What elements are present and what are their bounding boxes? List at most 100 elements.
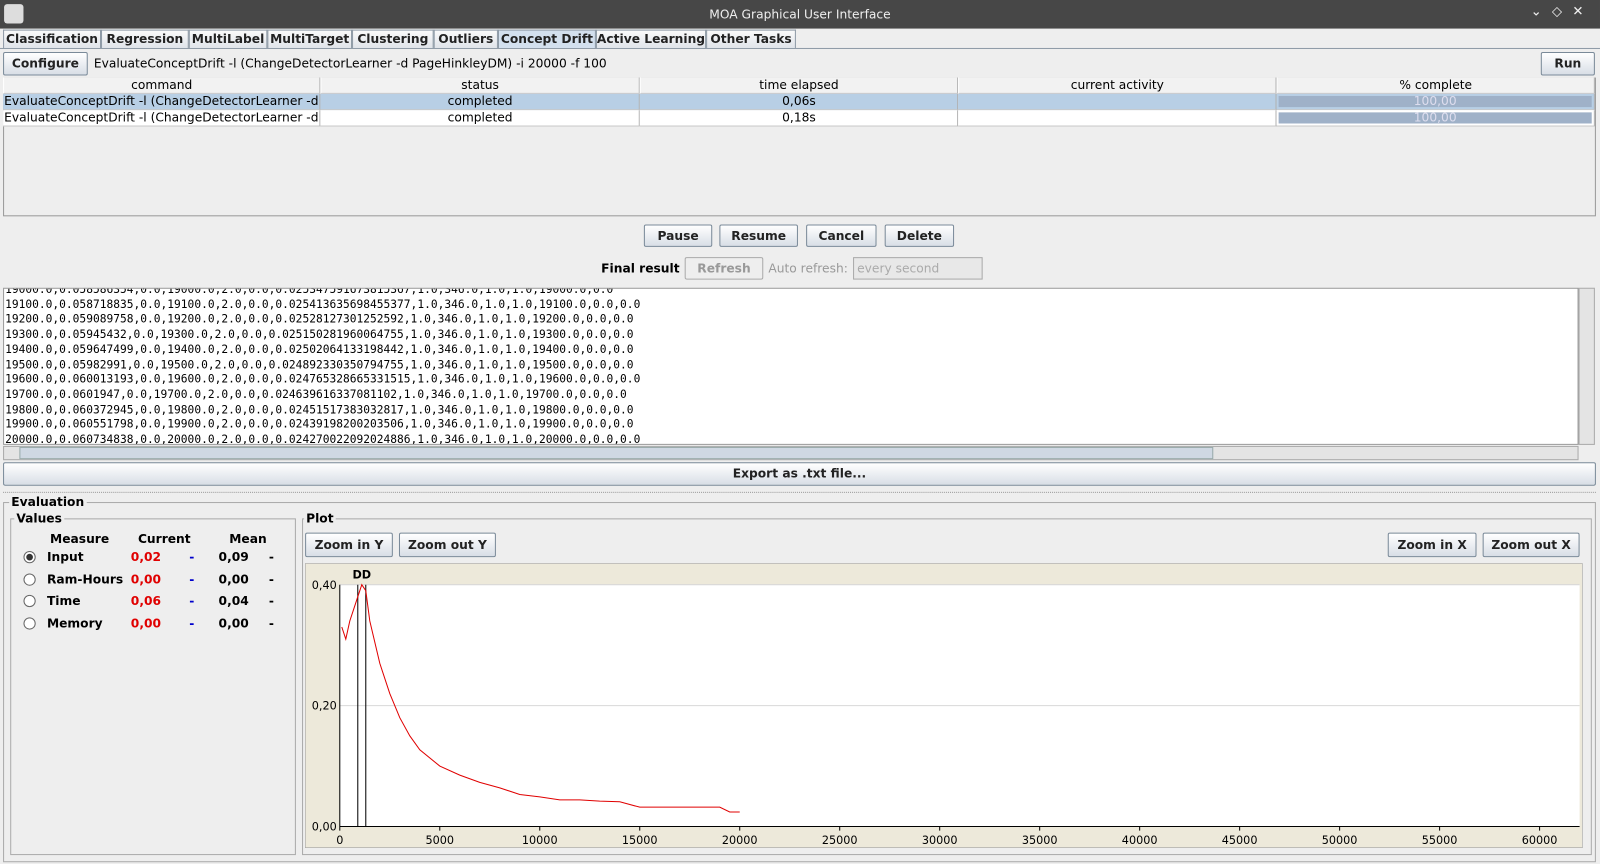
task-button[interactable]: Resume xyxy=(719,224,798,247)
run-button[interactable]: Run xyxy=(1540,52,1595,76)
task-button[interactable]: Pause xyxy=(643,224,713,247)
values-cell: 0,00 xyxy=(218,571,249,587)
column-header: status xyxy=(320,77,640,94)
progress-bar: 100,00 xyxy=(1276,93,1595,111)
radio-button[interactable] xyxy=(23,616,36,630)
tab[interactable]: Clustering xyxy=(352,29,434,48)
tab[interactable]: Other Tasks xyxy=(706,29,796,48)
output-line: 20000.0,0.060734838,0.0,20000.0,2.0,0.0,… xyxy=(5,432,641,445)
drift-label: DD xyxy=(352,569,371,582)
tab[interactable]: MultiTarget xyxy=(267,29,353,48)
title-bar xyxy=(0,0,1600,29)
splitter[interactable] xyxy=(3,491,1596,494)
output-line: 19500.0,0.05982991,0.0,19500.0,2.0,0.0,0… xyxy=(5,357,634,371)
export-button[interactable]: Export as .txt file... xyxy=(3,462,1596,486)
values-header: Measure xyxy=(50,531,110,546)
values-cell: Input xyxy=(46,549,84,565)
tab[interactable]: Concept Drift xyxy=(497,29,596,48)
tab[interactable]: MultiLabel xyxy=(188,29,268,48)
zoom-button[interactable]: Zoom in Y xyxy=(305,532,393,558)
x-tick-label: 25000 xyxy=(822,834,858,847)
x-tick-label: 40000 xyxy=(1122,834,1158,847)
task-button[interactable]: Cancel xyxy=(806,224,877,247)
vertical-scrollbar[interactable] xyxy=(1578,287,1595,445)
x-tick-label: 35000 xyxy=(1022,834,1058,847)
x-tick-label: 0 xyxy=(336,834,343,847)
x-tick-label: 60000 xyxy=(1522,834,1558,847)
values-cell: 0,06 xyxy=(130,593,162,609)
plot-title: Plot xyxy=(304,511,336,526)
evaluation-title: Evaluation xyxy=(9,494,87,510)
task-cell[interactable]: completed xyxy=(320,93,640,111)
refresh-rate-combo[interactable]: every second xyxy=(853,257,983,280)
final-result-label: Final result xyxy=(601,261,680,276)
plot-panel xyxy=(302,518,1592,856)
output-line: 19600.0,0.060013193,0.0,19600.0,2.0,0.0,… xyxy=(5,372,641,386)
window-title: MOA Graphical User Interface xyxy=(709,7,891,22)
task-cell[interactable]: 0,06s xyxy=(639,93,959,111)
x-tick-label: 50000 xyxy=(1322,834,1358,847)
configure-button[interactable]: Configure xyxy=(3,52,88,76)
values-cell: - xyxy=(189,571,195,587)
task-cell[interactable]: EvaluateConceptDrift -l (ChangeDetectorL… xyxy=(3,93,321,111)
values-cell: 0,04 xyxy=(218,593,249,609)
tab[interactable]: Active Learning xyxy=(595,29,707,48)
refresh-button[interactable]: Refresh xyxy=(684,257,764,280)
zoom-button[interactable]: Zoom in X xyxy=(1387,532,1477,558)
task-cell[interactable]: 0,18s xyxy=(639,110,959,127)
column-header: current activity xyxy=(958,77,1277,94)
output-line: 19100.0,0.058718835,0.0,19100.0,2.0,0.0,… xyxy=(5,297,641,311)
output-line: 19800.0,0.060372945,0.0,19800.0,2.0,0.0,… xyxy=(5,402,634,416)
tab[interactable]: Regression xyxy=(101,29,189,48)
y-tick-label: 0,20 xyxy=(312,700,337,713)
plot-chart: 0,00 0,20 0,40 0 5000 10000 15000 20000 25000 300… xyxy=(305,563,1583,848)
tab[interactable]: Outliers xyxy=(433,29,498,48)
output-text-area: 19000.0,0.058586354,0.0,19000.0,2.0,0.0,… xyxy=(3,287,1579,445)
x-tick-label: 15000 xyxy=(622,834,658,847)
values-cell: 0,00 xyxy=(130,615,162,631)
x-tick-label: 10000 xyxy=(522,834,558,847)
output-line: 19900.0,0.060551798,0.0,19900.0,2.0,0.0,… xyxy=(5,417,634,431)
output-line: 19400.0,0.059647499,0.0,19400.0,2.0,0.0,… xyxy=(5,342,634,356)
x-tick-label: 20000 xyxy=(722,834,758,847)
auto-refresh-label: Auto refresh: xyxy=(768,261,848,276)
x-tick-label: 5000 xyxy=(425,834,454,847)
column-header: time elapsed xyxy=(639,77,959,94)
values-title: Values xyxy=(14,511,64,526)
values-header: Mean xyxy=(229,531,267,546)
values-cell: Time xyxy=(46,593,81,609)
output-line: 19300.0,0.05945432,0.0,19300.0,2.0,0.0,0… xyxy=(5,327,634,341)
radio-button[interactable] xyxy=(23,594,36,608)
window-controls[interactable]: ⌄◇✕ xyxy=(1530,4,1594,20)
values-cell: 0,00 xyxy=(130,571,162,587)
task-cell[interactable]: EvaluateConceptDrift -l (ChangeDetectorL… xyxy=(3,110,321,127)
values-cell: - xyxy=(268,549,274,565)
values-header: Current xyxy=(137,531,191,546)
x-tick-label: 30000 xyxy=(922,834,958,847)
output-line: 19700.0,0.0601947,0.0,19700.0,2.0,0.0,0.… xyxy=(5,387,627,401)
task-cell[interactable] xyxy=(958,110,1277,127)
output-line: 19200.0,0.059089758,0.0,19200.0,2.0,0.0,… xyxy=(5,312,634,326)
zoom-button[interactable]: Zoom out Y xyxy=(398,532,496,558)
column-header: % complete xyxy=(1276,77,1595,94)
values-cell: - xyxy=(268,615,274,631)
task-button[interactable]: Delete xyxy=(884,224,955,247)
app-icon xyxy=(4,4,24,24)
tab[interactable]: Classification xyxy=(3,29,102,48)
task-cell[interactable] xyxy=(958,93,1277,111)
task-cell[interactable]: completed xyxy=(320,110,640,127)
data-line xyxy=(341,583,740,813)
output-line: 19000.0,0.058586354,0.0,19000.0,2.0,0.0,… xyxy=(5,287,614,296)
values-cell: Ram-Hours xyxy=(46,571,124,587)
y-tick-label: 0,40 xyxy=(312,579,337,592)
toolbar-border xyxy=(0,47,1600,49)
values-cell: Memory xyxy=(46,615,103,631)
x-tick-label: 45000 xyxy=(1222,834,1258,847)
column-header: command xyxy=(3,77,321,94)
scroll-thumb[interactable] xyxy=(19,446,1214,460)
values-cell: 0,02 xyxy=(130,549,162,565)
radio-button[interactable] xyxy=(23,572,36,586)
radio-button[interactable] xyxy=(23,551,36,564)
zoom-button[interactable]: Zoom out X xyxy=(1482,532,1580,558)
